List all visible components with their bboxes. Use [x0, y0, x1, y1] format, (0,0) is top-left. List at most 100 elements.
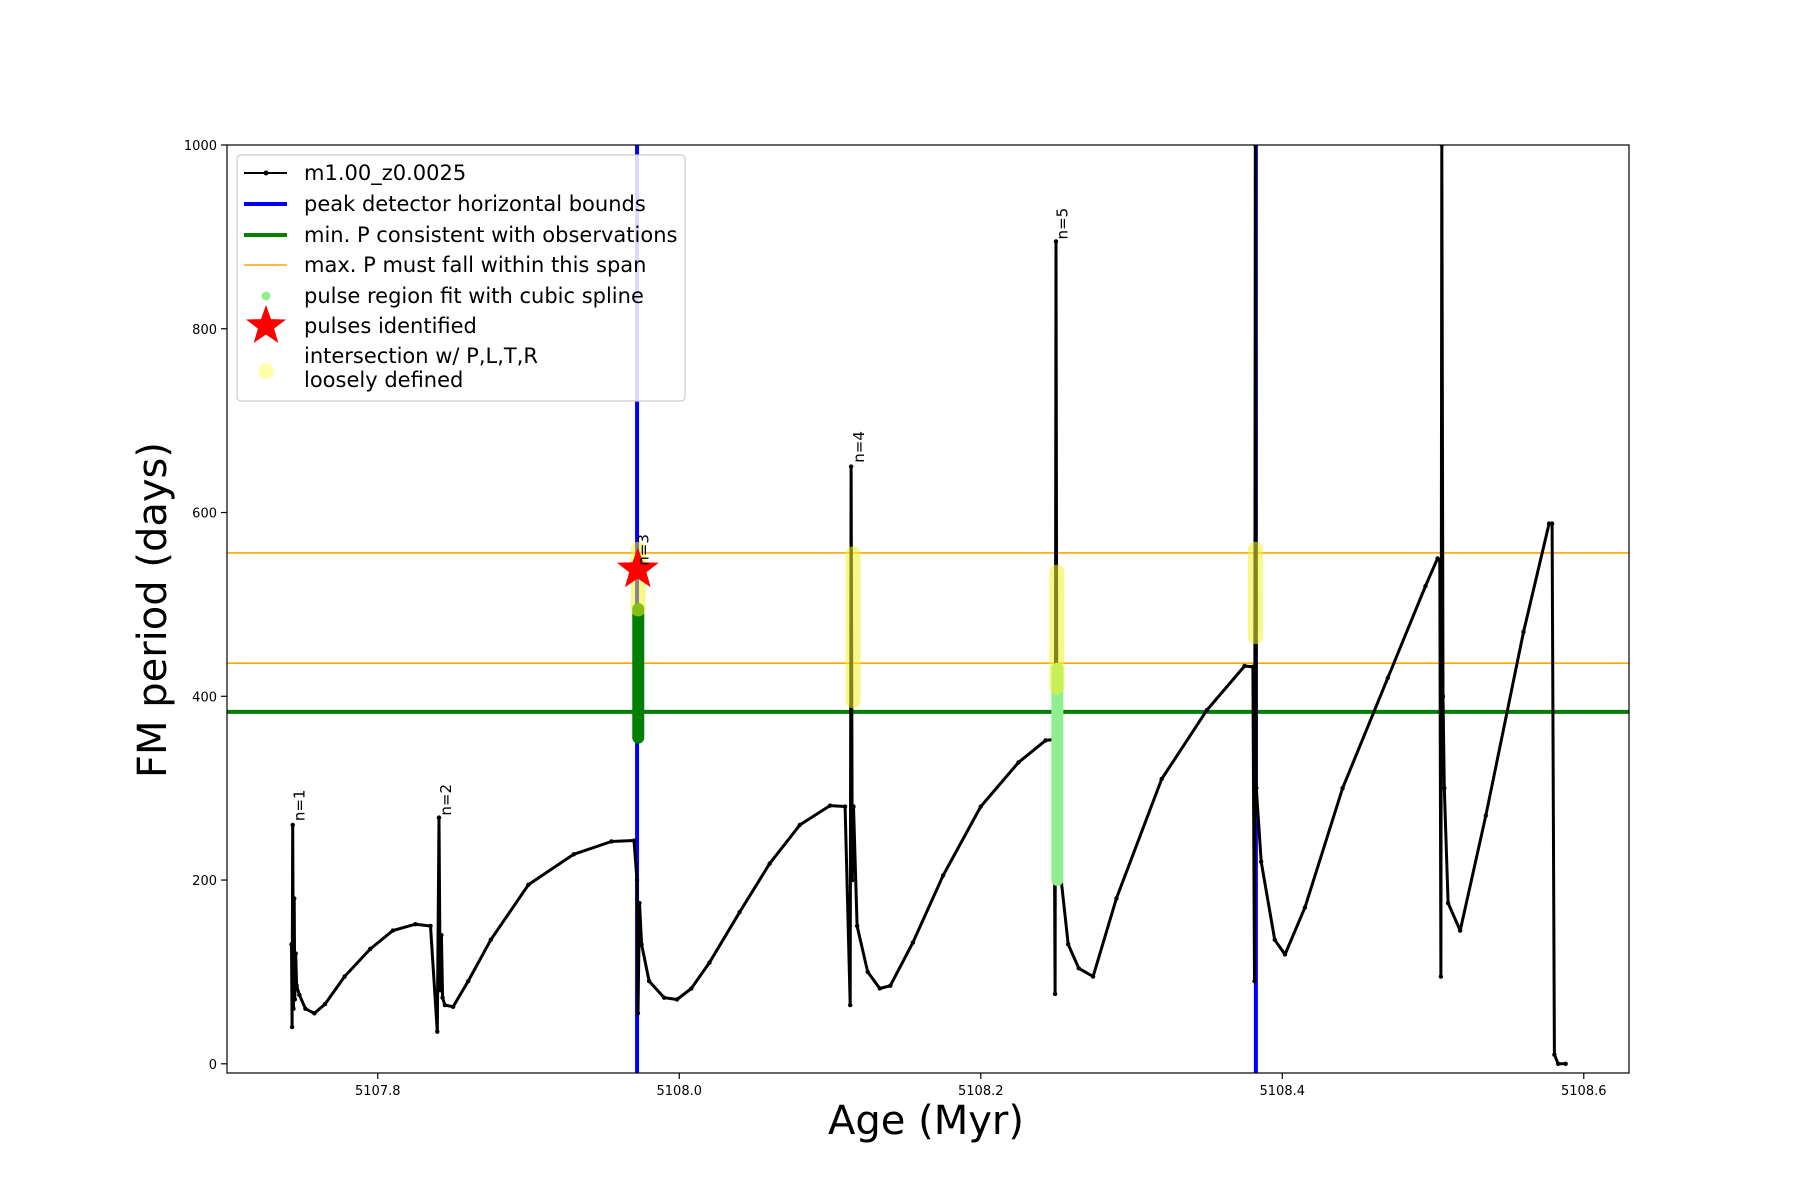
series-point — [1442, 785, 1447, 791]
series-point — [1250, 664, 1256, 670]
legend-label: intersection w/ P,L,T,R — [304, 344, 538, 368]
series-point — [292, 997, 298, 1002]
series-point — [1282, 952, 1288, 957]
series-point — [436, 815, 442, 820]
legend-label: peak detector horizontal bounds — [304, 192, 646, 216]
legend-box — [236, 154, 686, 402]
series-point — [631, 838, 637, 843]
axes-layer: 5107.8 5108.0 5108.2 5108.4 5108.6 0 200 400 600… — [184, 139, 1630, 1099]
series-point — [342, 974, 347, 979]
series-point — [1457, 928, 1463, 933]
series-point — [289, 1024, 295, 1030]
y-axis-title: FM period (days) — [130, 442, 176, 778]
series-point — [293, 951, 298, 956]
legend-marker-bigdot — [258, 363, 274, 379]
series-point — [439, 932, 444, 938]
series-point — [877, 986, 882, 991]
series-point — [413, 921, 418, 927]
series-point — [1090, 974, 1096, 979]
series-point — [1242, 663, 1247, 669]
series-point — [289, 942, 294, 947]
series-point — [637, 900, 642, 906]
series-point — [571, 852, 576, 857]
series-point — [1204, 707, 1210, 713]
series-layer — [289, 145, 1568, 1067]
series-point — [1114, 896, 1119, 901]
series-point — [848, 1002, 853, 1008]
legend-item: min. P consistent with observations — [244, 223, 677, 247]
series-point — [940, 873, 946, 878]
pulse-label-5: n=5 — [1053, 208, 1071, 240]
series-point — [888, 983, 893, 988]
y-tick-label: 800 — [192, 323, 217, 338]
series-point — [291, 1006, 296, 1011]
series-point — [488, 937, 494, 942]
series-point — [1066, 942, 1071, 947]
series-point — [1272, 937, 1277, 942]
series-point — [689, 986, 694, 991]
pulse-label-1: n=1 — [291, 789, 309, 821]
series-point — [437, 988, 443, 993]
series-point — [466, 978, 471, 984]
series-point — [1546, 521, 1552, 526]
series-point — [1076, 966, 1081, 971]
series-point — [292, 896, 297, 901]
series-point — [1258, 859, 1264, 864]
series-point — [390, 928, 396, 933]
series-point — [865, 969, 870, 975]
legend-item: m1.00_z0.0025 — [244, 161, 466, 186]
series-point — [854, 923, 860, 929]
series-point — [294, 983, 299, 988]
x-axis-title: Age (Myr) — [828, 1098, 1024, 1144]
y-tick-label: 1000 — [184, 139, 217, 154]
series-point — [851, 804, 856, 809]
series-point — [1423, 583, 1428, 589]
legend-label: pulses identified — [304, 314, 477, 338]
y-tick-label: 600 — [192, 507, 217, 522]
legend-label: max. P must fall within this span — [304, 253, 646, 277]
series-point — [1385, 675, 1390, 681]
series-point — [450, 1004, 456, 1010]
series-point — [1016, 760, 1021, 765]
legend-label: pulse region fit with cubic spline — [304, 284, 644, 308]
y-tick-label: 0 — [209, 1058, 217, 1073]
series-point — [1053, 239, 1059, 244]
legend-label-line2: loosely defined — [304, 368, 463, 392]
series-point — [312, 1011, 317, 1016]
series-point — [1252, 978, 1257, 984]
y-tick-label: 400 — [192, 690, 217, 705]
series-point — [609, 839, 614, 844]
series-point — [737, 910, 742, 915]
x-tick-label: 5108.0 — [657, 1084, 703, 1099]
series-point — [767, 861, 772, 866]
series-point — [707, 960, 712, 965]
series-point — [435, 1029, 440, 1034]
series-point — [1254, 785, 1259, 791]
series-point — [526, 882, 531, 887]
x-tick-label: 5108.4 — [1260, 1084, 1306, 1099]
series-point — [303, 1006, 308, 1011]
series-point — [1521, 629, 1526, 635]
marks-layer: n=1 n=2 n=3 n=4 n=5 — [291, 208, 1263, 887]
series-point — [646, 978, 652, 984]
series-point — [297, 992, 302, 998]
plot-frame — [226, 144, 1630, 1074]
series-point — [1440, 694, 1446, 699]
x-tick-label: 5108.6 — [1561, 1084, 1607, 1099]
legend-item: pulse region fit with cubic spline — [261, 284, 644, 308]
legend-item: pulses identified — [246, 305, 477, 343]
pulse-star-0 — [616, 547, 659, 588]
series-point — [1445, 900, 1451, 906]
series-point — [1302, 905, 1308, 910]
series-point — [428, 923, 433, 929]
series-point — [639, 942, 644, 947]
series-point — [442, 1002, 448, 1008]
series-point — [1043, 738, 1048, 743]
series-point — [1437, 558, 1443, 563]
pulse-label-4: n=4 — [850, 431, 868, 463]
legend-marker-dot — [263, 170, 269, 176]
legend-label: m1.00_z0.0025 — [304, 161, 466, 186]
series-point — [1483, 813, 1488, 818]
